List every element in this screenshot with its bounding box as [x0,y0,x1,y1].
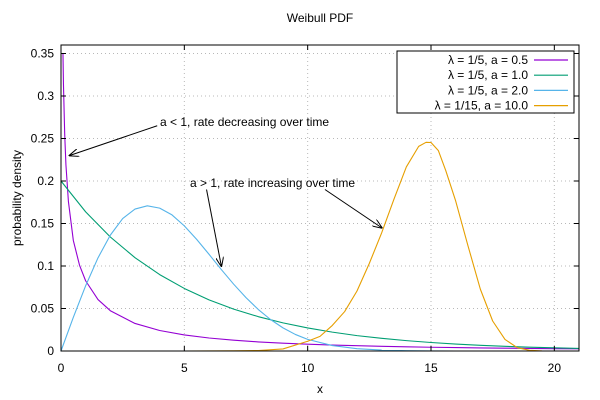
x-tick-label: 15 [424,361,438,375]
y-tick-label: 0.2 [37,174,54,188]
series-line-1 [62,52,580,350]
plot-frame [60,44,580,352]
x-tick-label: 10 [301,361,315,375]
legend-box [396,50,575,114]
annotation-arrow [70,125,158,156]
axis-layer [60,44,580,352]
legend-label: λ = 1/5, a = 1.0 [448,68,528,82]
y-tick-label: 0 [47,344,54,358]
tick-label-layer: 0 5 10 15 20 0 0.05 0.1 0.15 0.2 0.25 0.3 0.35 [31,47,562,376]
y-tick-label: 0.25 [31,132,55,146]
x-tick-label: 20 [548,361,562,375]
legend-label: λ = 1/15, a = 10.0 [435,99,529,113]
x-axis-label: x [317,382,323,396]
y-tick-label: 0.3 [37,89,54,103]
y-tick-label: 0.1 [37,259,54,273]
grid-layer [61,45,579,351]
y-tick-label: 0.35 [31,47,55,61]
series-line-4 [183,141,580,352]
y-tick-label: 0.05 [31,302,55,316]
annotation-arrow [206,189,222,267]
legend-layer: λ = 1/5, a = 0.5λ = 1/5, a = 1.0λ = 1/5,… [396,50,575,114]
series-line-3 [60,205,580,352]
annotation-label: a < 1, rate decreasing over time [160,115,329,129]
series-line-2 [60,180,580,349]
legend-label: λ = 1/5, a = 0.5 [448,53,528,67]
y-tick-label: 0.15 [31,217,55,231]
annotation-arrow [324,189,382,228]
legend-label: λ = 1/5, a = 2.0 [448,83,528,97]
annotation-label: a > 1, rate increasing over time [190,176,355,190]
series-layer [60,52,580,352]
x-tick-label: 5 [181,361,188,375]
y-axis-label: probability density [10,150,24,246]
annotation-layer: a < 1, rate decreasing over time a > 1, r… [70,115,382,266]
chart-title: Weibull PDF [287,11,353,25]
x-tick-label: 0 [58,361,65,375]
